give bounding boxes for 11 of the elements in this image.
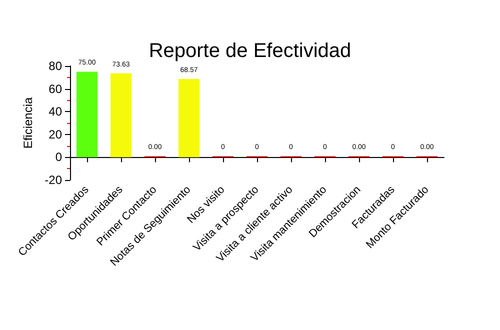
y-tick-label: 40 [48,104,62,119]
y-tick-label: 20 [48,127,62,142]
y-tick-label: 0 [55,150,62,164]
y-tick-label: 80 [48,59,62,73]
y-axis-title: Eficiencia [20,96,35,149]
y-tick-label: 60 [48,82,62,96]
bar [178,79,200,158]
bar [76,72,98,158]
chart-title: Reporte de Efectividad [148,40,352,62]
y-tick-label: -20 [44,173,62,187]
bar [110,73,132,158]
